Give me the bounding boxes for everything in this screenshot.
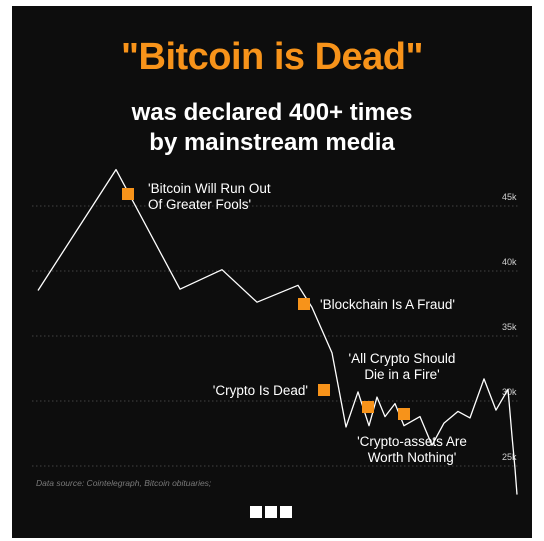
- y-tick-label: 25k: [502, 452, 517, 462]
- event-marker: [318, 384, 330, 396]
- annotation-label: Die in a Fire': [364, 367, 439, 382]
- event-marker: [298, 298, 310, 310]
- annotation-label: 'Blockchain Is A Fraud': [320, 297, 455, 312]
- event-marker: [398, 408, 410, 420]
- y-tick-label: 30k: [502, 387, 517, 397]
- annotation-label: 'Crypto Is Dead': [213, 383, 308, 398]
- okx-logo: [250, 506, 292, 522]
- logo-block-2: [265, 506, 277, 518]
- annotation-label: 'Crypto-assets Are: [357, 434, 467, 449]
- y-tick-label: 45k: [502, 192, 517, 202]
- annotation-label: Of Greater Fools': [148, 197, 251, 212]
- annotation-label: 'Bitcoin Will Run Out: [148, 181, 271, 196]
- data-source-note: Data source: Cointelegraph, Bitcoin obit…: [36, 478, 212, 488]
- price-line: [37, 168, 518, 495]
- chart-panel: "Bitcoin is Dead" was declared 400+ time…: [12, 6, 532, 538]
- event-marker: [362, 401, 374, 413]
- annotation-label: Worth Nothing': [368, 450, 457, 465]
- annotation-label: 'All Crypto Should: [349, 351, 456, 366]
- chart-subtitle-line-1: was declared 400+ times: [131, 99, 413, 126]
- logo-block-3: [280, 506, 292, 518]
- chart-title: "Bitcoin is Dead": [120, 36, 424, 78]
- event-marker: [122, 188, 134, 200]
- y-tick-label: 35k: [502, 322, 517, 332]
- logo-block-1: [250, 506, 262, 518]
- chart-subtitle-line-2: by mainstream media: [149, 129, 395, 156]
- y-tick-label: 40k: [502, 257, 517, 267]
